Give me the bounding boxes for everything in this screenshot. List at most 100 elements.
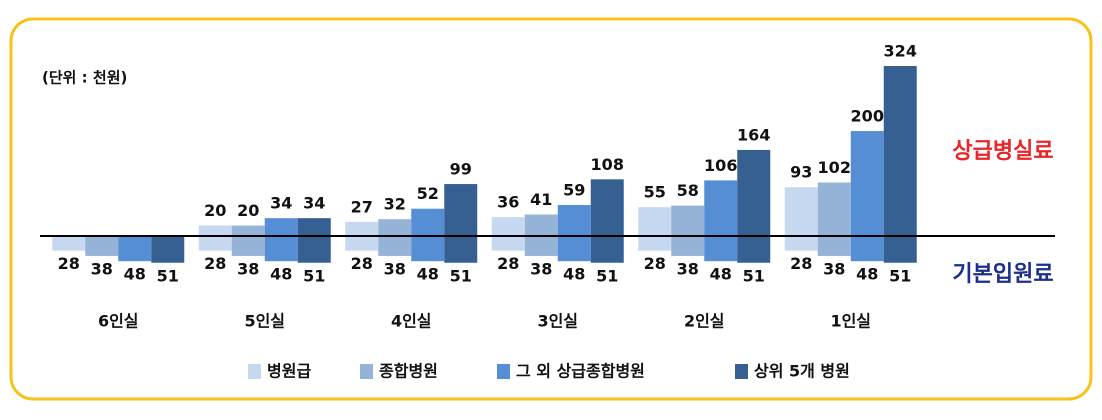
base-value-label: 51 xyxy=(303,266,325,285)
base-bar xyxy=(151,236,185,263)
x-tick-label: 5인실 xyxy=(244,312,285,331)
bar xyxy=(590,179,624,236)
bar xyxy=(817,182,851,236)
legend-label: 병원급 xyxy=(267,362,311,381)
bar xyxy=(264,218,298,236)
base-bar xyxy=(737,236,771,263)
base-bar xyxy=(297,236,331,263)
base-value-label: 38 xyxy=(237,259,259,278)
bar xyxy=(883,66,917,236)
value-label: 200 xyxy=(851,107,884,126)
legend-swatch xyxy=(248,364,261,379)
value-label: 52 xyxy=(417,184,439,203)
base-value-label: 28 xyxy=(790,254,812,273)
x-tick-label: 3인실 xyxy=(537,312,578,331)
base-bar xyxy=(118,236,152,262)
base-value-label: 51 xyxy=(596,266,618,285)
value-label: 102 xyxy=(818,158,851,177)
legend-label: 상위 5개 병원 xyxy=(754,362,850,381)
bar xyxy=(378,219,412,236)
bar xyxy=(524,214,558,236)
base-value-label: 28 xyxy=(351,254,373,273)
base-value-label: 38 xyxy=(677,259,699,278)
base-bar xyxy=(704,236,738,262)
value-label: 27 xyxy=(351,197,373,216)
x-tick-label: 1인실 xyxy=(830,312,871,331)
value-label: 20 xyxy=(204,201,226,220)
base-value-label: 48 xyxy=(710,265,732,284)
upper-annotation: 상급병실료 xyxy=(952,139,1053,164)
value-label: 55 xyxy=(644,183,666,202)
bar xyxy=(557,205,591,236)
legend-swatch xyxy=(360,364,373,379)
value-label: 93 xyxy=(790,163,812,182)
base-value-label: 51 xyxy=(157,266,179,285)
lower-annotation: 기본입원료 xyxy=(952,262,1053,287)
bar xyxy=(850,131,884,236)
base-value-label: 51 xyxy=(889,266,911,285)
bar xyxy=(737,149,771,236)
base-bar xyxy=(52,236,86,251)
value-label: 108 xyxy=(591,155,624,174)
base-value-label: 48 xyxy=(270,265,292,284)
base-value-label: 48 xyxy=(417,265,439,284)
base-bar xyxy=(378,236,412,256)
bar xyxy=(784,187,818,236)
base-bar xyxy=(491,236,525,251)
base-bar xyxy=(883,236,917,263)
value-label: 58 xyxy=(677,181,699,200)
value-label: 34 xyxy=(270,194,292,213)
base-value-label: 48 xyxy=(856,265,878,284)
base-value-label: 38 xyxy=(91,259,113,278)
base-bar xyxy=(590,236,624,263)
value-label: 106 xyxy=(704,156,737,175)
x-tick-label: 4인실 xyxy=(391,312,432,331)
base-bar xyxy=(444,236,478,263)
base-value-label: 48 xyxy=(124,265,146,284)
bar xyxy=(491,217,525,236)
bar xyxy=(671,205,705,236)
base-bar xyxy=(784,236,818,251)
bar xyxy=(198,225,232,236)
x-tick-label: 2인실 xyxy=(684,312,725,331)
bar xyxy=(345,221,379,236)
bar xyxy=(704,180,738,236)
bar xyxy=(444,184,478,236)
x-tick-label: 6인실 xyxy=(98,312,139,331)
base-value-label: 38 xyxy=(384,259,406,278)
value-label: 164 xyxy=(737,125,770,144)
base-value-label: 51 xyxy=(450,266,472,285)
base-bar xyxy=(638,236,672,251)
value-label: 41 xyxy=(530,190,552,209)
unit-note: (단위 : 천원) xyxy=(42,69,127,87)
base-bar xyxy=(850,236,884,262)
base-bar xyxy=(411,236,445,262)
base-bar xyxy=(671,236,705,256)
base-bar xyxy=(85,236,119,256)
value-label: 20 xyxy=(237,201,259,220)
value-label: 324 xyxy=(884,42,917,61)
bar xyxy=(411,208,445,236)
base-value-label: 51 xyxy=(743,266,765,285)
bar xyxy=(638,207,672,236)
legend-swatch xyxy=(497,364,510,379)
base-value-label: 28 xyxy=(58,254,80,273)
base-bar xyxy=(231,236,265,256)
base-value-label: 28 xyxy=(204,254,226,273)
value-label: 99 xyxy=(450,160,472,179)
legend-label: 종합병원 xyxy=(379,362,438,381)
base-value-label: 28 xyxy=(644,254,666,273)
bar xyxy=(297,218,331,236)
legend-label: 그 외 상급종합병원 xyxy=(516,362,645,381)
value-label: 34 xyxy=(303,194,325,213)
base-bar xyxy=(524,236,558,256)
base-bar xyxy=(557,236,591,262)
base-value-label: 48 xyxy=(563,265,585,284)
bar xyxy=(231,225,265,236)
value-label: 36 xyxy=(497,193,519,212)
base-bar xyxy=(345,236,379,251)
legend-swatch xyxy=(735,364,748,379)
base-bar xyxy=(198,236,232,251)
base-value-label: 28 xyxy=(497,254,519,273)
